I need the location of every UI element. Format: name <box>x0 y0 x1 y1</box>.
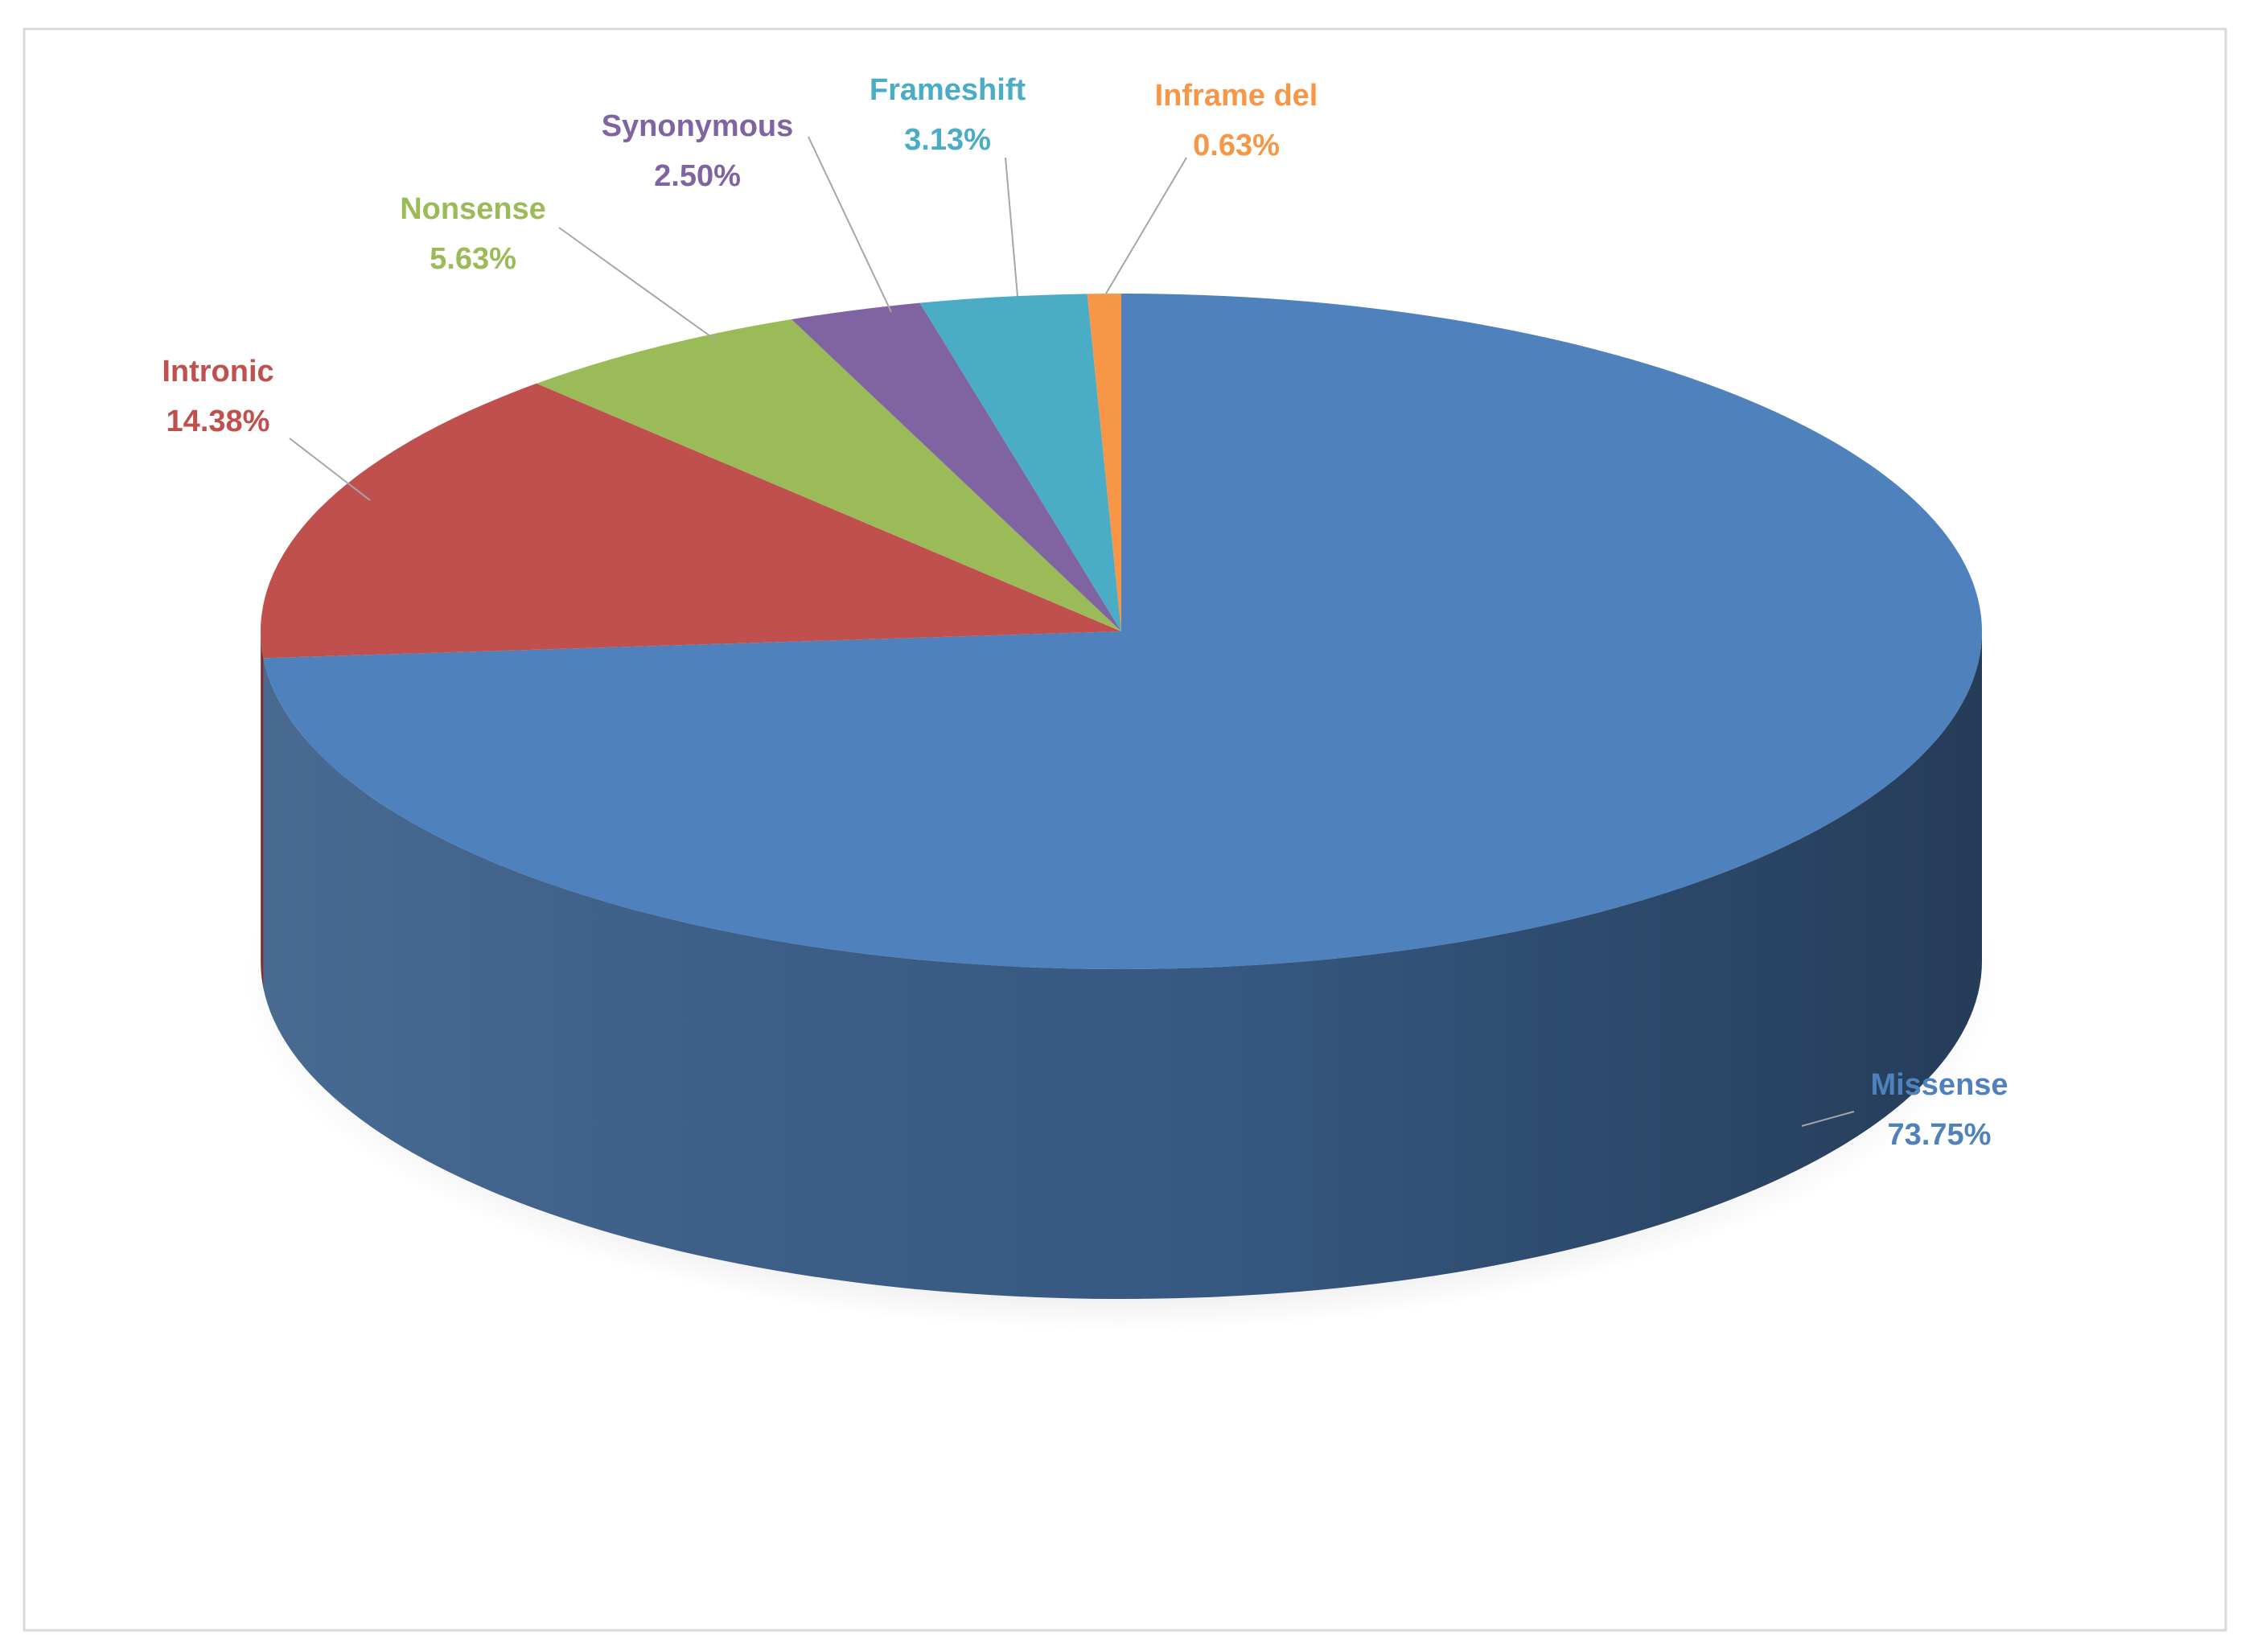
data-label-value: 3.13% <box>904 123 991 157</box>
data-label-name: Nonsense <box>400 192 546 226</box>
data-label-value: 14.38% <box>167 405 270 438</box>
data-label-name: Inframe del <box>1155 79 1318 113</box>
data-label-value: 2.50% <box>654 159 741 193</box>
leader-line <box>808 136 892 313</box>
pie-top <box>261 294 1983 969</box>
data-label-value: 73.75% <box>1888 1118 1992 1152</box>
data-label-value: 0.63% <box>1193 129 1280 162</box>
leader-line <box>558 227 717 341</box>
leader-line <box>1105 157 1187 294</box>
slice-side-shade <box>261 631 264 988</box>
slice <box>263 294 1983 969</box>
data-label-value: 5.63% <box>430 242 516 276</box>
slice-side-shade <box>263 631 1982 1300</box>
data-label-name: Synonymous <box>602 109 794 143</box>
data-labels: Missense 73.75% Intronic 14.38% Nonsense 5.63… <box>162 73 2008 1152</box>
pie-sides <box>261 631 1982 1300</box>
slice <box>791 302 1121 631</box>
slice <box>919 294 1121 631</box>
slice <box>1087 294 1121 631</box>
leader-line <box>1801 1111 1855 1127</box>
slice <box>537 319 1121 631</box>
leader-line <box>1005 157 1018 297</box>
slice <box>261 383 1121 659</box>
data-label-name: Frameshift <box>870 73 1026 107</box>
data-label-name: Intronic <box>162 355 273 388</box>
data-label-name: Missense <box>1870 1068 2008 1102</box>
leader-line <box>289 438 371 501</box>
